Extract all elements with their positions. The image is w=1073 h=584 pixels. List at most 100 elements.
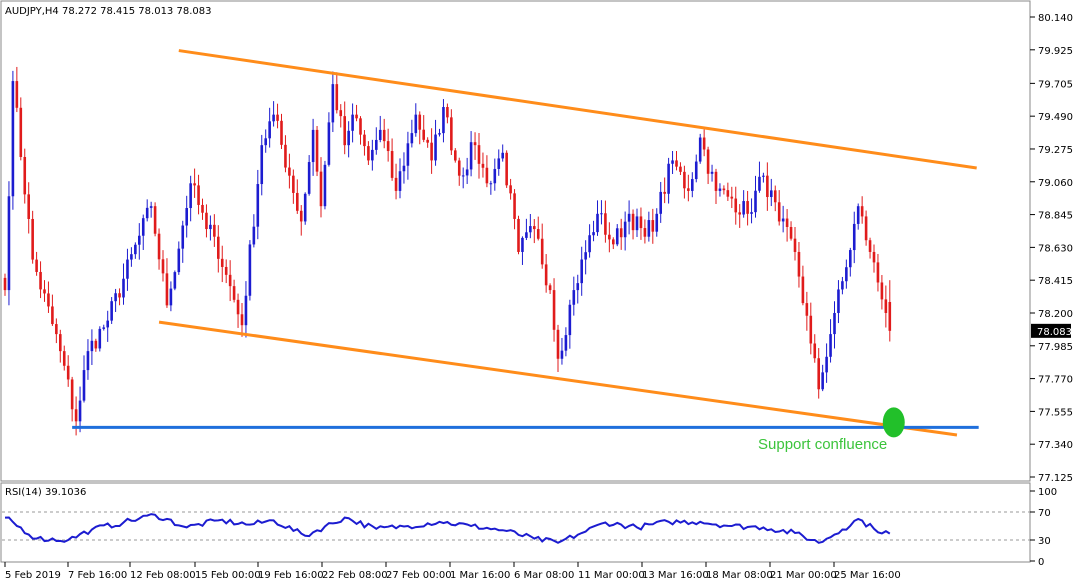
candle-body (702, 137, 706, 150)
candle-body (817, 358, 820, 390)
candle-body (576, 283, 580, 291)
rsi-label: RSI(14) 39.1036 (5, 487, 86, 498)
time-tick-label: 22 Feb 08:00 (322, 570, 388, 581)
candle-body (726, 190, 730, 197)
candle-body (481, 163, 485, 168)
candle-body (299, 210, 303, 222)
candle-body (292, 175, 295, 193)
candle-body (323, 164, 327, 207)
candle-body (631, 213, 635, 231)
candle-body (742, 201, 745, 215)
candle-body (82, 370, 86, 401)
candle-body (643, 228, 647, 237)
candle-body (414, 114, 418, 134)
candle-body (106, 320, 109, 328)
candle-body (110, 301, 113, 321)
candle-body (485, 167, 489, 184)
candle-body (548, 285, 552, 291)
candle-body (758, 176, 761, 191)
candle-body (66, 365, 70, 380)
candle-body (78, 400, 82, 422)
candle-body (829, 334, 832, 357)
candle-body (51, 306, 54, 325)
price-tick-label: 79.925 (1038, 46, 1073, 57)
candle-body (402, 165, 406, 172)
candle-body (797, 251, 801, 277)
time-tick-label: 21 Mar 00:00 (770, 570, 837, 581)
candle-body (197, 185, 200, 205)
candle-body (31, 218, 34, 260)
time-tick-label: 6 Mar 08:00 (514, 570, 574, 581)
candle-body (157, 233, 161, 260)
candle-body (339, 110, 343, 117)
candle-body (59, 334, 62, 352)
candle-body (35, 259, 38, 272)
candle-body (351, 114, 354, 131)
candle-body (718, 188, 722, 191)
candle-body (256, 184, 260, 227)
time-tick-label: 5 Feb 2019 (5, 570, 61, 581)
candle-body (173, 272, 177, 289)
candle-body (461, 175, 465, 177)
candle-body (568, 304, 572, 336)
candle-body (11, 81, 15, 197)
candle-body (592, 232, 595, 236)
current-price-label: 78.083 (1037, 327, 1072, 338)
candle-body (118, 293, 121, 298)
candle-body (888, 302, 892, 331)
candle-body (525, 232, 528, 238)
candle-body (252, 226, 256, 245)
candle-body (580, 259, 583, 284)
candle-body (655, 213, 659, 232)
candle-body (303, 193, 307, 222)
candle-body (181, 225, 185, 249)
candle-body (596, 213, 599, 233)
candle-body (327, 122, 331, 165)
candle-body (335, 84, 339, 111)
rsi-panel: 100 70 30 0 (2, 487, 1057, 568)
candle-body (406, 143, 410, 166)
candle-body (809, 315, 813, 344)
candle-body (623, 221, 627, 238)
candle-body (785, 218, 789, 227)
candle-body (513, 193, 516, 219)
candle-body (635, 216, 639, 231)
candle-body (442, 107, 445, 134)
channel-support-trendline (158, 320, 958, 437)
candle-body (177, 248, 181, 273)
candle-body (477, 145, 481, 164)
candle-body (43, 289, 46, 294)
candle-body (473, 142, 477, 146)
symbol-header: AUDJPY,H4 78.272 78.415 78.013 78.083 (5, 6, 211, 17)
candle-body (533, 226, 536, 230)
candle-body (777, 202, 781, 222)
candle-body (260, 145, 264, 185)
candle-body (781, 218, 785, 222)
candle-body (683, 171, 686, 189)
candle-body (236, 299, 240, 315)
time-tick-label: 13 Mar 16:00 (642, 570, 709, 581)
candle-body (509, 185, 512, 194)
candle-body (675, 160, 678, 167)
candle-body (122, 278, 125, 298)
candle-body (821, 372, 824, 390)
candle-body (347, 130, 350, 146)
candle-body (517, 218, 520, 252)
candle-body (193, 183, 196, 186)
price-tick-label: 79.060 (1038, 178, 1073, 189)
candle-body (860, 206, 864, 217)
candle-body (465, 169, 469, 176)
rsi-tick-label: 0 (1038, 557, 1044, 568)
time-tick-label: 12 Feb 08:00 (130, 570, 196, 581)
candle-body (647, 220, 651, 237)
candle-body (450, 117, 453, 151)
candle-body (296, 192, 299, 211)
candle-body (145, 207, 149, 219)
candle-body (343, 116, 346, 146)
candle-body (7, 196, 11, 291)
candle-body (359, 118, 362, 135)
candle-body (102, 327, 106, 329)
candle-body (319, 171, 323, 207)
candle-body (872, 251, 876, 263)
